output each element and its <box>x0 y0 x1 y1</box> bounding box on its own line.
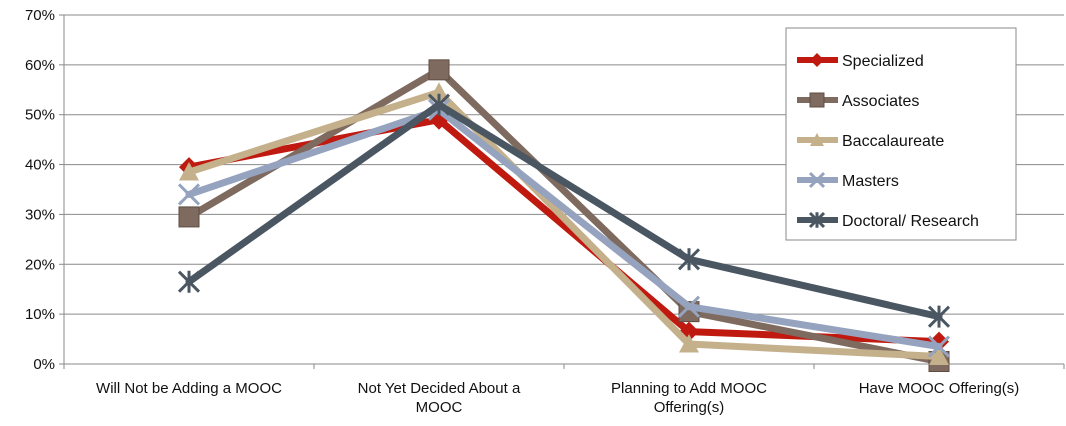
y-tick-label: 40% <box>25 157 55 174</box>
data-point <box>177 183 201 206</box>
x-tick-label: Will Not be Adding a MOOC <box>96 380 282 397</box>
data-point <box>677 248 701 271</box>
y-tick-label: 50% <box>25 107 55 124</box>
x-tick-label: Not Yet Decided About a MOOC <box>358 380 521 416</box>
y-tick-label: 10% <box>25 306 55 323</box>
data-point <box>179 162 199 181</box>
x-tick-label: Planning to Add MOOC Offering(s) <box>611 380 767 416</box>
series-line <box>185 106 943 351</box>
legend-label: Associates <box>842 93 919 110</box>
data-point <box>677 295 701 318</box>
data-point <box>428 59 450 81</box>
legend-marker <box>810 53 824 67</box>
series-lines <box>177 59 951 373</box>
legend-marker <box>809 92 825 108</box>
data-point <box>927 305 951 328</box>
legend-label: Masters <box>842 173 899 190</box>
y-axis-ticks: 0% 10% 20% 30% 40% 50% 60% 70% <box>25 7 64 373</box>
data-point <box>679 334 699 353</box>
y-tick-label: 20% <box>25 256 55 273</box>
y-tick-label: 60% <box>25 57 55 74</box>
y-tick-label: 0% <box>33 356 55 373</box>
legend-marker <box>808 171 826 189</box>
legend-marker <box>810 133 824 146</box>
data-point <box>429 82 449 101</box>
data-point <box>427 93 451 116</box>
legend-box <box>785 27 1017 241</box>
y-tick-label: 70% <box>25 7 55 24</box>
x-tick-label: Have MOOC Offering(s) <box>859 380 1020 397</box>
legend-label: Baccalaureate <box>842 133 944 150</box>
legend-label: Specialized <box>842 53 924 70</box>
series-doctoral-research <box>177 93 951 328</box>
y-tick-label: 30% <box>25 206 55 223</box>
series-baccalaureate <box>179 82 949 366</box>
legend-item: Specialized <box>797 53 924 70</box>
series-line <box>185 66 943 366</box>
legend-item: Doctoral/ Research <box>797 211 979 230</box>
series-line <box>185 88 943 361</box>
legend-item: Baccalaureate <box>797 133 944 150</box>
legend: Specialized Associates Baccalaureate Master… <box>785 27 1017 241</box>
series-line <box>185 101 943 321</box>
data-point <box>927 335 951 358</box>
data-point <box>177 270 201 293</box>
legend-label: Doctoral/ Research <box>842 213 979 230</box>
legend-item: Masters <box>797 171 899 190</box>
data-point <box>929 346 949 366</box>
legend-marker <box>808 211 826 229</box>
legend-item: Associates <box>797 92 919 110</box>
x-axis-ticks: Will Not be Adding a MOOC Not Yet Decided… <box>63 364 1065 416</box>
data-point <box>178 206 200 228</box>
